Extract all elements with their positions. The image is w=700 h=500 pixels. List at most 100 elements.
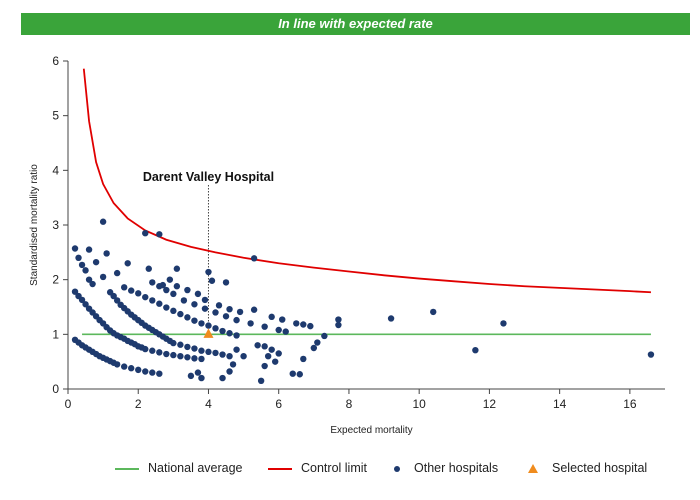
hospital-point	[271, 358, 279, 365]
legend-dot-icon	[394, 465, 400, 472]
hospital-point	[92, 258, 100, 266]
hospital-point	[205, 322, 212, 329]
hospital-point	[233, 316, 240, 324]
hospital-point	[335, 321, 342, 329]
legend-line-green-icon	[115, 467, 139, 470]
x-tick-label: 6	[275, 397, 282, 411]
legend-label: Control limit	[301, 461, 367, 475]
hospital-point	[233, 332, 240, 339]
legend-triangle-icon	[528, 464, 538, 474]
hospital-point	[170, 290, 177, 298]
hospital-point	[219, 374, 226, 382]
hospital-point	[261, 343, 268, 350]
hospital-point	[177, 341, 184, 348]
hospital-point	[226, 368, 233, 375]
hospital-point	[198, 374, 205, 382]
hospital-point	[170, 351, 177, 359]
hospital-point	[149, 369, 156, 376]
hospital-point	[233, 346, 240, 353]
hospital-point	[226, 330, 233, 337]
control-limit-line	[82, 68, 651, 294]
x-tick-label: 2	[135, 397, 142, 411]
hospital-point	[184, 314, 191, 321]
legend-line-red-icon	[268, 467, 292, 470]
hospital-point	[99, 273, 107, 281]
y-tick-label: 0	[52, 382, 59, 396]
hospital-point	[205, 348, 212, 356]
hospital-point	[113, 297, 121, 304]
hospital-point	[257, 377, 265, 384]
x-tick-label: 12	[483, 397, 497, 411]
hospital-point	[184, 354, 191, 361]
hospital-point	[177, 353, 184, 360]
hospital-point	[170, 339, 177, 347]
hospital-point	[240, 353, 247, 360]
hospital-point	[222, 279, 230, 286]
hospital-point	[149, 297, 156, 304]
legend-item-selected-hospital: Selected hospital	[520, 459, 647, 477]
hospital-point	[191, 317, 198, 324]
y-tick-label: 5	[52, 109, 59, 123]
hospital-point	[180, 297, 188, 304]
hospital-point	[226, 305, 233, 313]
hospital-point	[113, 269, 121, 277]
x-tick-label: 4	[205, 397, 212, 411]
y-tick-label: 3	[52, 218, 59, 232]
hospital-point	[261, 362, 268, 370]
hospital-point	[99, 218, 107, 225]
hospital-point	[191, 301, 198, 308]
hospital-point	[215, 302, 223, 309]
hospital-point	[82, 301, 89, 308]
hospital-point	[156, 231, 163, 238]
hospital-point	[647, 351, 655, 358]
hospital-point	[120, 284, 128, 291]
annotation-label: Darent Valley Hospital	[143, 170, 274, 184]
hospital-point	[296, 371, 303, 378]
hospital-point	[268, 313, 275, 321]
hospital-point	[156, 349, 163, 356]
hospital-point	[387, 315, 395, 322]
hospital-point	[250, 306, 258, 313]
hospital-point	[135, 366, 142, 374]
hospital-point	[201, 296, 209, 304]
hospital-point	[177, 310, 184, 318]
hospital-point	[208, 277, 216, 284]
y-tick-label: 4	[52, 163, 59, 177]
x-tick-label: 16	[623, 397, 637, 411]
hospital-point	[293, 320, 300, 327]
hospital-point	[229, 361, 237, 368]
hospital-point	[250, 255, 258, 262]
hospital-point	[247, 320, 254, 327]
hospital-point	[135, 290, 142, 297]
hospital-point	[335, 316, 342, 323]
hospital-point	[184, 343, 191, 351]
hospital-point	[170, 307, 177, 315]
y-tick-label: 1	[52, 327, 59, 341]
hospital-point	[191, 355, 198, 362]
hospital-point	[145, 265, 152, 272]
hospital-point	[110, 292, 117, 300]
status-banner: In line with expected rate	[21, 13, 690, 35]
hospital-point	[300, 321, 307, 328]
hospital-point	[103, 250, 110, 257]
hospital-point	[187, 372, 195, 380]
hospital-point	[163, 304, 170, 311]
hospital-point	[264, 353, 272, 360]
hospital-point	[71, 245, 79, 252]
hospital-point	[194, 369, 202, 376]
hospital-point	[205, 268, 212, 276]
hospital-point	[236, 308, 244, 316]
hospital-point	[75, 254, 82, 261]
hospital-point	[261, 323, 268, 330]
legend-label: Selected hospital	[552, 461, 648, 475]
legend-item-national-average: National average	[115, 459, 243, 477]
legend-item-control-limit: Control limit	[268, 459, 367, 477]
x-tick-label: 14	[553, 397, 567, 411]
hospital-point	[82, 267, 89, 274]
hospital-point	[78, 296, 86, 304]
hospital-point	[314, 339, 321, 346]
hospital-point	[226, 353, 233, 360]
hospital-point	[128, 287, 135, 294]
hospital-point	[120, 363, 128, 370]
hospital-point	[163, 350, 170, 358]
